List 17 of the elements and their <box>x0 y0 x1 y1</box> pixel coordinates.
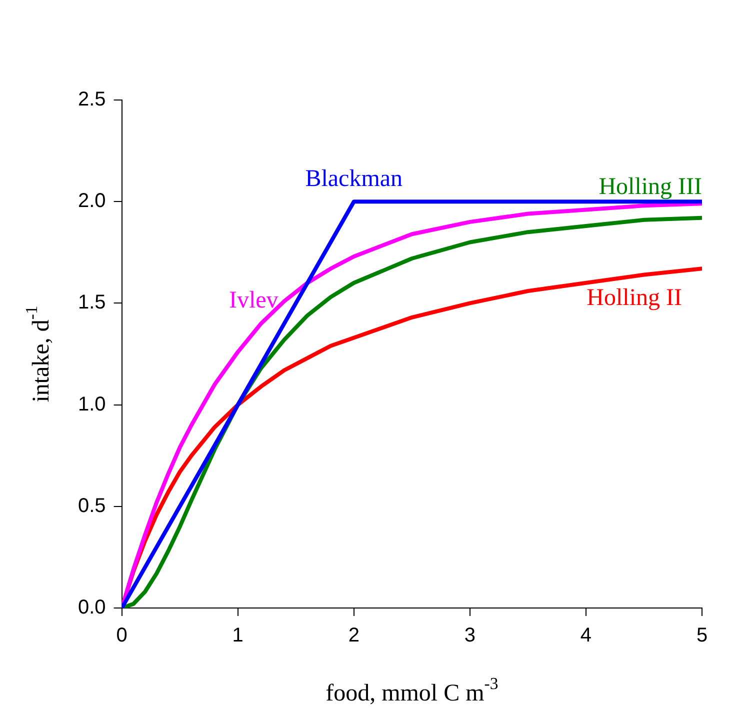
y-tick-label: 2.0 <box>78 190 106 212</box>
y-tick-label: 2.5 <box>78 88 106 111</box>
series-label: Holling III <box>598 174 702 200</box>
x-tick-label: 0 <box>116 624 128 647</box>
y-tick-label: 0.5 <box>78 494 106 517</box>
x-tick-label: 5 <box>696 624 708 647</box>
series-label: Ivlev <box>228 287 278 314</box>
x-tick-label: 2 <box>348 624 360 647</box>
y-tick-label: 0.0 <box>78 596 106 619</box>
y-tick-label: 1.0 <box>78 393 106 416</box>
x-tick-label: 1 <box>232 624 244 647</box>
series-label: Holling II <box>586 284 682 311</box>
y-axis-title: intake, d-1 <box>22 306 54 402</box>
series-label: Blackman <box>305 166 403 192</box>
x-tick-label: 3 <box>464 624 476 647</box>
y-tick-label: 1.5 <box>78 292 106 314</box>
x-tick-label: 4 <box>580 624 592 647</box>
